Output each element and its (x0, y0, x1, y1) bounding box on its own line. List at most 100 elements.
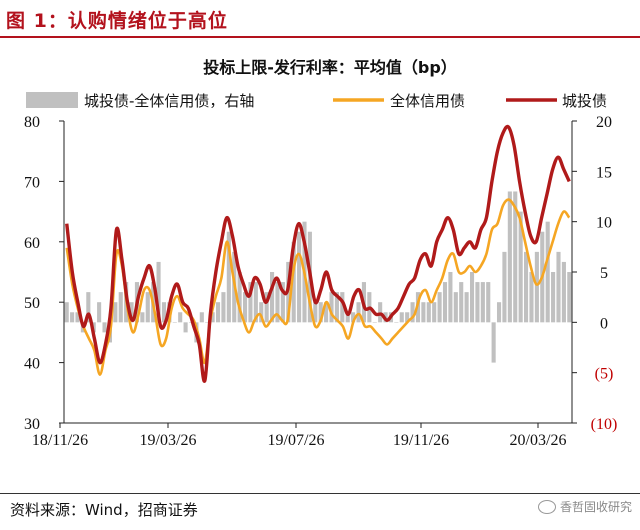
bar-6 (97, 302, 102, 323)
y-right-tick-label-5: 15 (596, 164, 612, 181)
bar-25 (199, 312, 204, 323)
source-note: 资料来源：Wind，招商证券 (10, 501, 198, 519)
bar-79 (491, 322, 496, 363)
bar-73 (459, 282, 464, 323)
bar-53 (351, 312, 356, 323)
bar-43 (297, 231, 302, 323)
bar-38 (270, 272, 275, 323)
bar-58 (378, 302, 383, 323)
bar-series (64, 191, 572, 363)
bar-67 (426, 302, 431, 323)
bar-71 (448, 272, 453, 323)
watermark-text: 香哲固收研究 (559, 500, 632, 514)
bar-93 (567, 272, 572, 323)
y-left-tick-label-5: 80 (24, 114, 40, 131)
bar-22 (183, 322, 188, 333)
x-tick-label-0: 18/11/26 (32, 432, 88, 449)
bar-20 (172, 322, 177, 323)
bar-33 (242, 292, 248, 323)
y-left-tick-label-0: 30 (24, 416, 40, 433)
y-left-tick-label-1: 40 (24, 356, 40, 373)
watermark: 香哲固收研究 (537, 498, 632, 515)
y-right-tick-label-4: 10 (596, 215, 612, 232)
bar-2 (75, 312, 80, 323)
legend-label-chengtou: 城投债 (562, 92, 607, 110)
bar-92 (561, 261, 566, 323)
bar-10 (118, 292, 123, 323)
bar-64 (410, 302, 415, 323)
x-tick-label-4: 20/03/26 (510, 432, 567, 449)
bar-84 (518, 211, 523, 323)
legend: 城投债-全体信用债，右轴 全体信用债 城投债 (26, 92, 607, 110)
figure-title: 图 1：认购情绪位于高位 (6, 10, 228, 32)
y-right-tick-label-6: 20 (596, 114, 612, 131)
bar-68 (432, 302, 437, 323)
wechat-icon (537, 499, 556, 514)
legend-swatch-bar (26, 92, 78, 108)
axes: 30 40 50 60 70 80 (10) (5) 0 5 10 15 20 18/11/26 19/03… (24, 114, 617, 449)
bar-18 (161, 302, 167, 323)
y-left-tick-label-4: 70 (24, 174, 40, 191)
bar-9 (113, 302, 118, 323)
bar-32 (237, 272, 242, 323)
line-chengtou (65, 124, 571, 383)
bar-27 (210, 312, 215, 323)
bar-57 (372, 322, 377, 323)
bar-70 (442, 282, 448, 323)
bar-26 (205, 322, 210, 323)
title-rule (0, 36, 640, 38)
bar-35 (253, 282, 258, 323)
bar-85 (524, 251, 529, 323)
bar-74 (464, 292, 469, 323)
y-left-tick-label-2: 50 (24, 295, 40, 312)
bar-36 (259, 302, 264, 323)
bar-17 (156, 261, 161, 323)
bar-28 (215, 302, 221, 323)
bar-50 (334, 292, 339, 323)
y-right-tick-label-2: 0 (600, 315, 608, 332)
y-left-tick-label-3: 60 (24, 235, 40, 252)
x-tick-label-1: 19/03/26 (140, 432, 197, 449)
bar-81 (502, 251, 507, 323)
chart-area: 投标上限-发行利率：平均值（bp） 城投债-全体信用债，右轴 全体信用债 城投债… (24, 58, 617, 449)
bar-75 (469, 272, 475, 323)
chart-title: 投标上限-发行利率：平均值（bp） (203, 58, 457, 77)
bar-42 (291, 241, 296, 323)
y-right-tick-label-0: (10) (591, 416, 618, 433)
bar-7 (102, 322, 107, 333)
bar-87 (534, 251, 539, 323)
bar-15 (145, 292, 150, 323)
bar-77 (480, 282, 485, 323)
y-right-tick-label-1: (5) (595, 366, 614, 383)
bar-69 (437, 292, 442, 323)
bar-1 (70, 312, 75, 323)
bar-48 (324, 302, 329, 323)
bar-49 (329, 292, 334, 323)
y-right-tick-label-3: 5 (600, 265, 608, 282)
bar-40 (280, 282, 285, 323)
bar-12 (129, 302, 134, 323)
bar-76 (475, 282, 480, 323)
bar-90 (551, 272, 556, 323)
bar-29 (221, 292, 226, 323)
bar-61 (394, 322, 399, 323)
x-tick-label-2: 19/07/26 (268, 432, 325, 449)
bar-89 (545, 221, 550, 323)
bar-14 (140, 312, 145, 323)
bar-37 (264, 292, 269, 323)
bar-66 (421, 302, 426, 323)
bar-21 (178, 312, 183, 323)
bar-39 (275, 282, 280, 323)
x-tick-label-3: 19/11/26 (393, 432, 449, 449)
line-all-credit (65, 198, 571, 376)
bar-78 (486, 282, 491, 323)
bar-34 (248, 282, 253, 323)
bar-47 (318, 302, 323, 323)
bar-46 (313, 302, 318, 323)
line-series (65, 124, 571, 383)
bar-80 (496, 302, 502, 323)
bar-54 (356, 302, 361, 323)
bar-52 (345, 312, 350, 323)
bar-4 (86, 292, 91, 323)
bar-83 (513, 191, 518, 323)
